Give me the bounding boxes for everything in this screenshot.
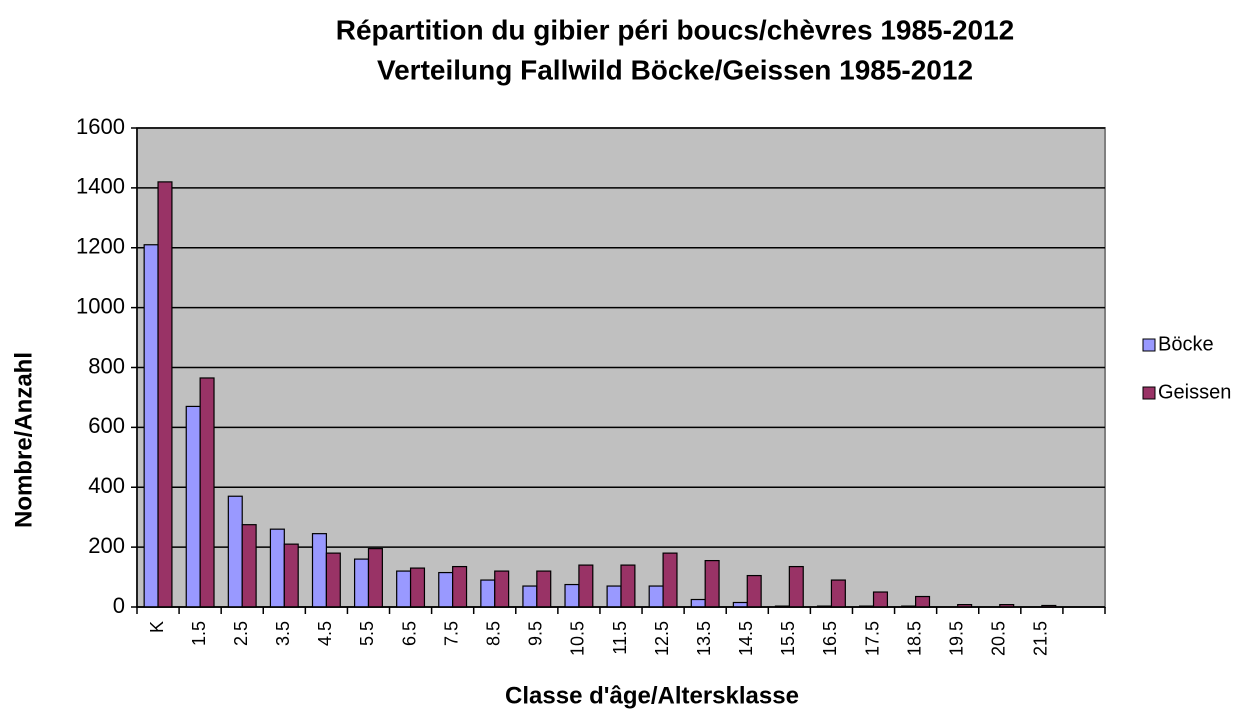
x-tick-label: 12.5 <box>652 621 672 656</box>
y-tick-label: 1000 <box>76 293 125 318</box>
x-tick-label: 1.5 <box>189 621 209 646</box>
y-tick-label: 1600 <box>76 114 125 139</box>
bar <box>353 558 370 608</box>
bar <box>367 548 383 608</box>
bar <box>199 377 215 608</box>
y-tick-label: 800 <box>88 353 125 378</box>
x-tick-label: 8.5 <box>483 621 503 646</box>
legend-swatch <box>1142 338 1156 352</box>
x-tick-label: 14.5 <box>736 621 756 656</box>
bar <box>830 579 846 608</box>
chart-title: Répartition du gibier péri boucs/chèvres… <box>336 14 1014 45</box>
bar <box>648 585 664 608</box>
bar <box>241 524 257 608</box>
bar <box>452 565 468 608</box>
bar <box>409 567 426 608</box>
x-tick-label: 18.5 <box>904 621 924 656</box>
bar <box>283 543 299 608</box>
bar <box>494 570 510 608</box>
x-tick-label: 15.5 <box>778 621 798 656</box>
legend-label: Geissen <box>1158 381 1231 403</box>
x-tick-label: 21.5 <box>1031 621 1051 656</box>
x-tick-label: 11.5 <box>610 621 630 655</box>
bar <box>185 405 201 608</box>
y-axis-label: Nombre/Anzahl <box>10 352 37 528</box>
x-tick-label: 3.5 <box>273 621 293 646</box>
bar <box>480 579 496 608</box>
y-tick-label: 1400 <box>76 174 125 199</box>
bar <box>872 591 889 608</box>
bar <box>606 585 622 608</box>
bar <box>704 559 720 608</box>
bar <box>746 574 762 608</box>
x-tick-label: 2.5 <box>231 621 251 646</box>
x-tick-label: 16.5 <box>820 621 840 656</box>
x-tick-label: 6.5 <box>399 621 419 646</box>
bar <box>690 598 706 608</box>
x-tick-label: 5.5 <box>357 621 377 646</box>
x-tick-label: 7.5 <box>441 621 461 646</box>
x-tick-label: 13.5 <box>694 621 714 656</box>
bar <box>269 528 285 608</box>
x-tick-label: 10.5 <box>568 621 588 656</box>
y-tick-label: 600 <box>88 413 125 438</box>
bar <box>396 570 412 608</box>
bar <box>662 552 678 608</box>
legend-label: Böcke <box>1158 333 1214 355</box>
legend-swatch <box>1142 386 1156 400</box>
x-tick-label: 4.5 <box>315 621 335 646</box>
bar <box>578 564 594 608</box>
x-tick-label: 9.5 <box>526 621 546 646</box>
bar <box>564 583 580 608</box>
x-tick-label: 19.5 <box>946 621 966 656</box>
bar <box>522 585 538 608</box>
x-tick-label: 20.5 <box>989 621 1009 656</box>
y-tick-label: 400 <box>88 473 125 498</box>
bar <box>311 533 327 608</box>
chart-title: Verteilung Fallwild Böcke/Geissen 1985-2… <box>377 54 973 85</box>
bar <box>143 244 159 608</box>
y-tick-label: 1200 <box>76 234 125 259</box>
x-axis-label: Classe d'âge/Altersklasse <box>505 682 799 709</box>
x-tick-label: K <box>147 621 167 633</box>
bar <box>788 565 804 608</box>
bar <box>620 564 636 608</box>
bar <box>536 570 552 608</box>
bar <box>438 571 454 608</box>
bar <box>227 495 243 608</box>
bar <box>915 595 931 608</box>
y-tick-label: 0 <box>113 593 125 618</box>
y-tick-label: 200 <box>88 533 125 558</box>
bar <box>157 181 173 608</box>
x-tick-label: 17.5 <box>862 621 882 656</box>
bar <box>325 552 341 608</box>
